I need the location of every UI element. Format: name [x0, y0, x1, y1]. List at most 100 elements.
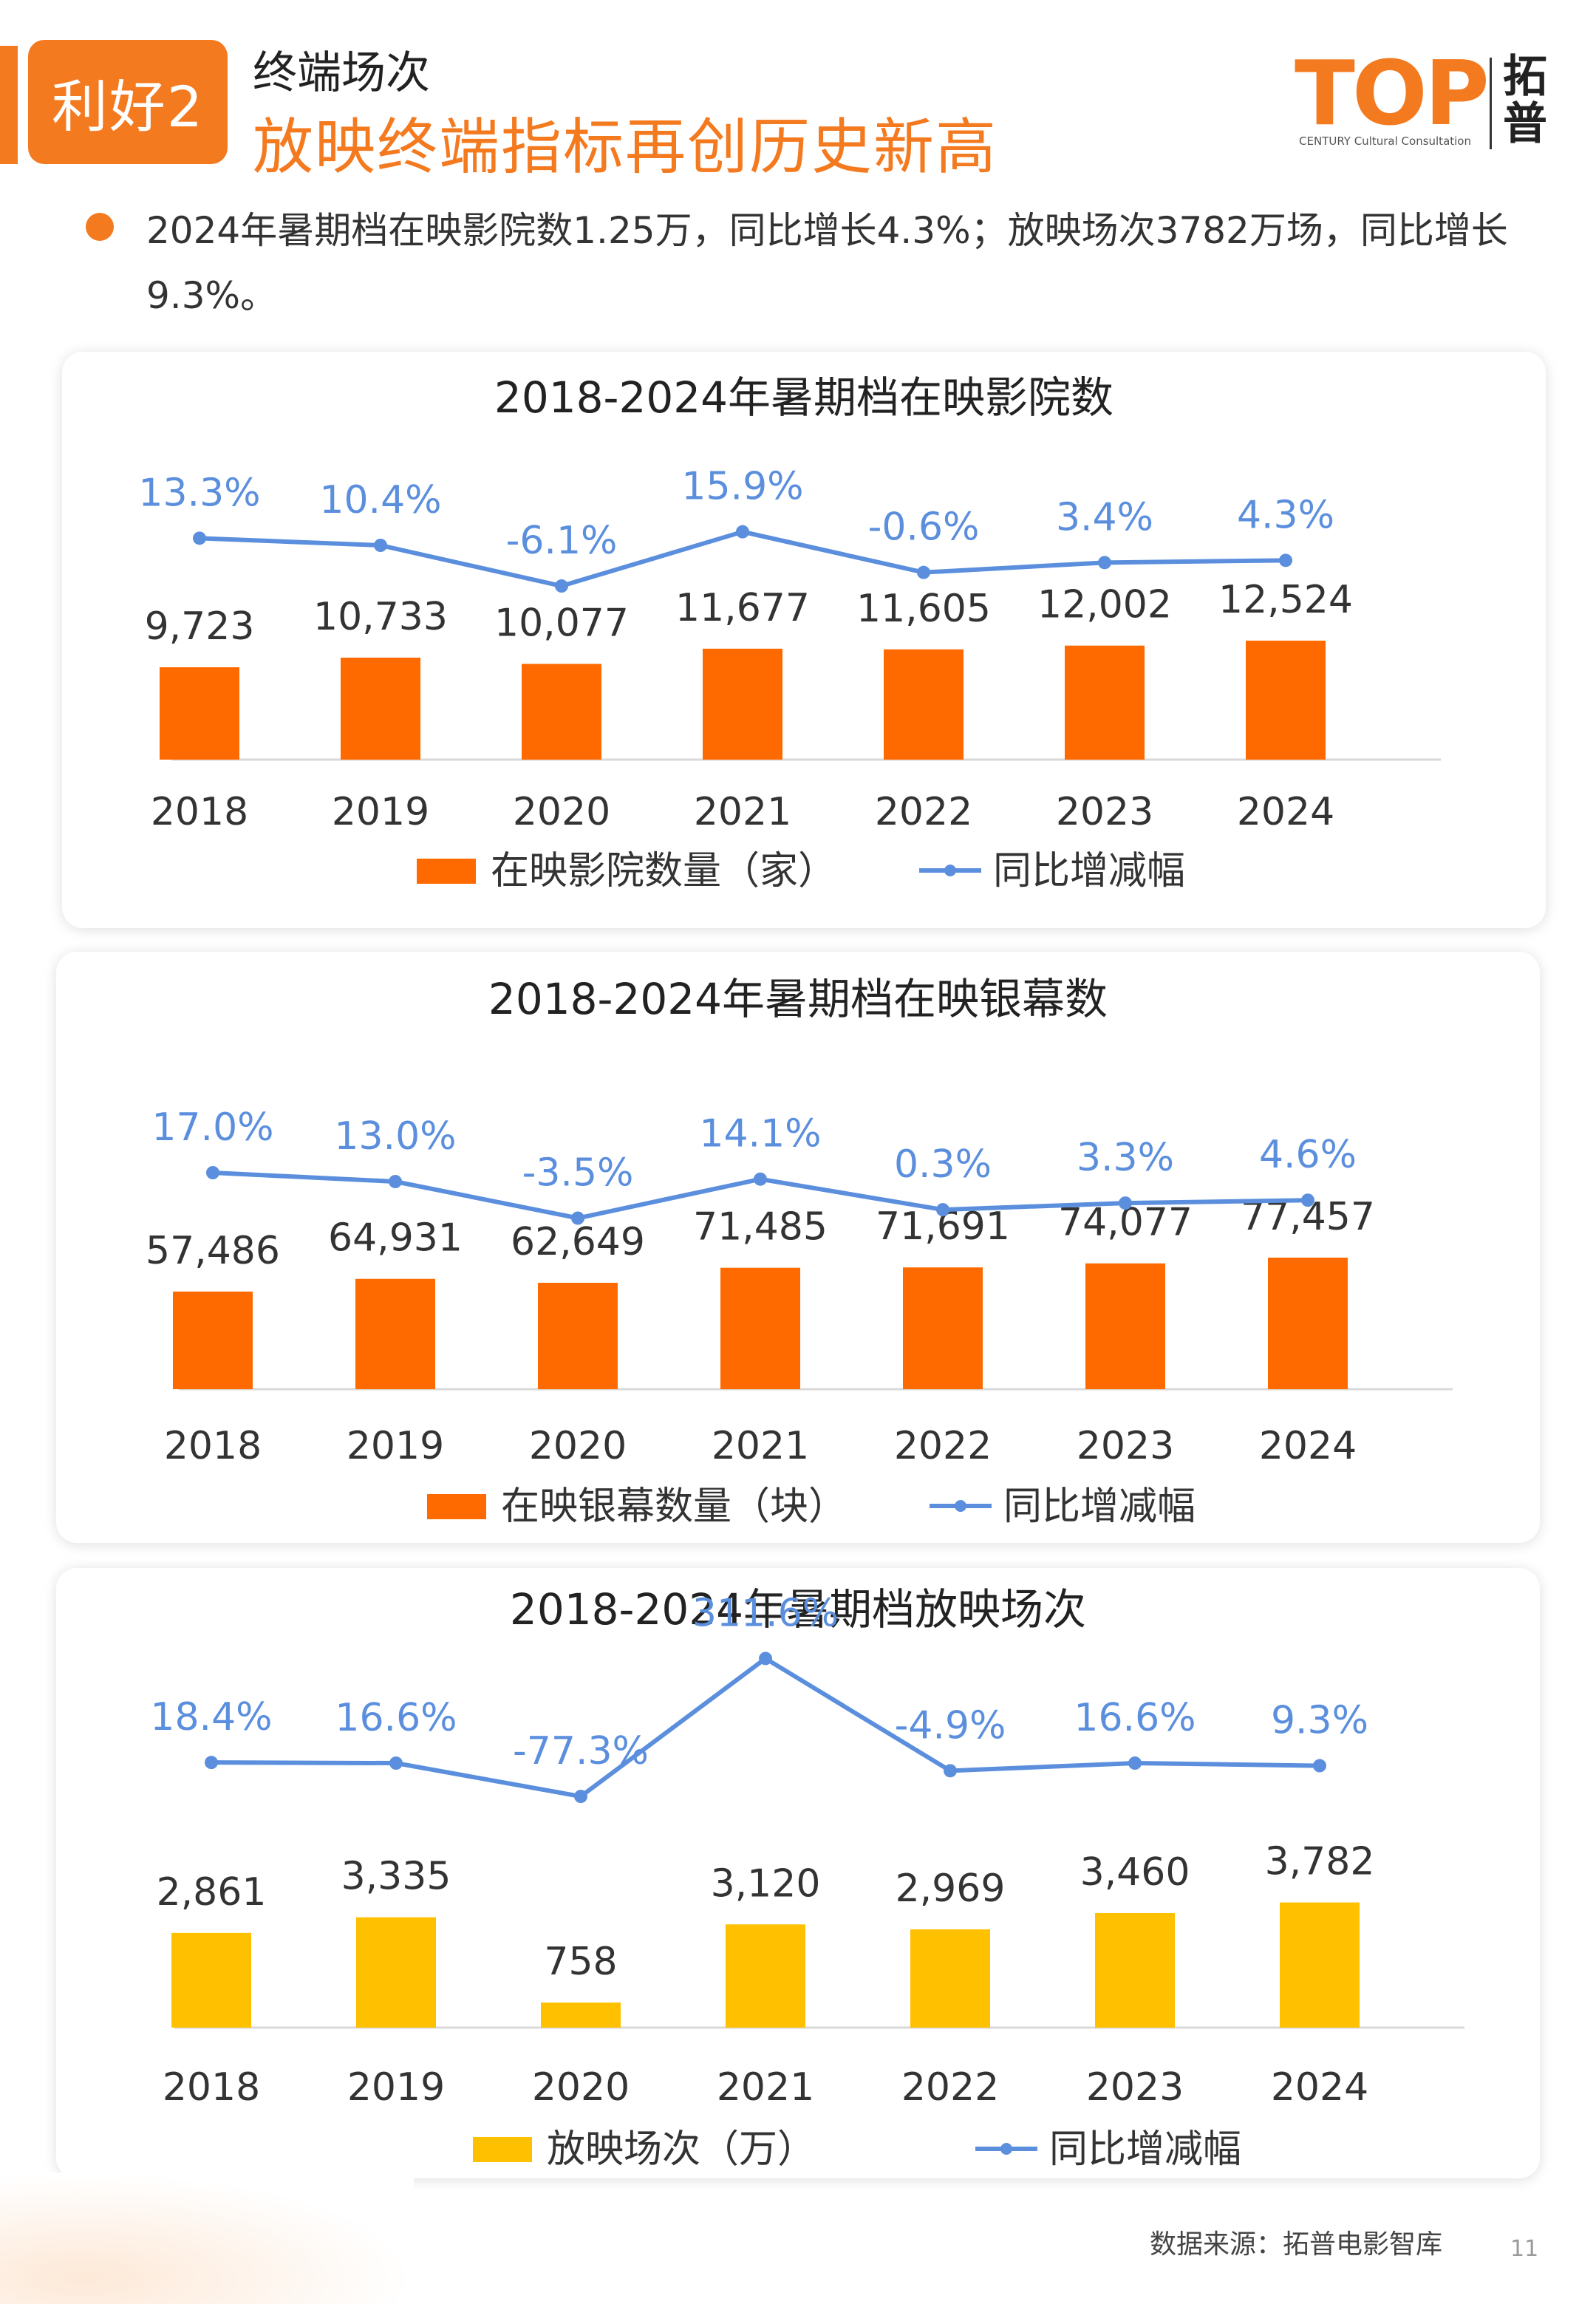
yoy-label: 14.1%	[699, 1112, 821, 1156]
bar-2020	[541, 2003, 621, 2028]
yoy-point-2021	[759, 1652, 772, 1666]
yoy-point-2023	[1098, 556, 1111, 570]
legend-bar-label: 放映场次（万）	[547, 2127, 816, 2172]
yoy-point-2023	[1119, 1196, 1132, 1210]
chart-title: 2018-2024年暑期档在映银幕数	[488, 974, 1108, 1024]
legend-line-marker	[955, 1500, 966, 1512]
yoy-point-2021	[736, 525, 749, 539]
bar-2018	[173, 1291, 253, 1389]
bar-value-label: 10,733	[313, 595, 448, 639]
bar-2022	[903, 1267, 983, 1389]
x-tick-label: 2018	[163, 2065, 260, 2110]
yoy-label: -4.9%	[895, 1703, 1006, 1748]
yoy-point-2020	[574, 1790, 587, 1804]
logo-mark: TOP	[1295, 43, 1490, 146]
bar-value-label: 3,460	[1080, 1850, 1190, 1895]
data-source: 数据来源：拓普电影智库	[1150, 2229, 1443, 2260]
bar-value-label: 12,524	[1218, 578, 1353, 622]
bar-2021	[726, 1924, 805, 2028]
bar-value-label: 3,120	[711, 1861, 821, 1906]
yoy-point-2024	[1301, 1193, 1314, 1207]
yoy-label: 4.3%	[1237, 493, 1334, 537]
bar-value-label: 3,782	[1265, 1840, 1375, 1884]
yoy-label: 13.3%	[138, 471, 260, 515]
yoy-point-2022	[936, 1203, 949, 1217]
yoy-label: 3.3%	[1077, 1136, 1174, 1180]
yoy-label: 16.6%	[1074, 1696, 1196, 1740]
accent-bar	[0, 46, 18, 164]
bar-2019	[356, 1917, 436, 2028]
logo-divider	[1490, 58, 1492, 149]
bar-2023	[1065, 645, 1145, 760]
x-tick-label: 2019	[332, 790, 429, 834]
bar-value-label: 64,931	[328, 1216, 463, 1261]
yoy-point-2018	[206, 1166, 219, 1179]
yoy-point-2019	[389, 1175, 402, 1188]
bar-value-label: 3,335	[341, 1855, 451, 1899]
chart-title: 2018-2024年暑期档在映影院数	[494, 372, 1114, 423]
chart-screens: 2018-2024年暑期档在映银幕数 57,486 2018 64,931 2019 62…	[146, 974, 1453, 1529]
yoy-label: 17.0%	[151, 1105, 273, 1150]
legend-line-label: 同比增减幅	[993, 849, 1185, 893]
bar-2018	[160, 667, 239, 760]
bar-value-label: 9,723	[145, 604, 255, 649]
yoy-label: 13.0%	[334, 1114, 456, 1159]
chart-cinemas: 2018-2024年暑期档在映影院数 9,723 2018 10,733 2019 10,…	[138, 372, 1441, 893]
legend-line-marker	[1000, 2143, 1012, 2155]
legend-bar-swatch	[417, 859, 476, 884]
yoy-label: 10.4%	[319, 478, 441, 522]
yoy-label: 16.6%	[335, 1696, 457, 1740]
yoy-point-2021	[754, 1172, 767, 1186]
bar-value-label: 62,649	[511, 1220, 645, 1264]
bar-2020	[522, 664, 601, 760]
legend-bar-swatch	[427, 1494, 486, 1519]
bar-2023	[1095, 1913, 1175, 2028]
legend-line-label: 同比增减幅	[1003, 1485, 1196, 1529]
legend-bar-swatch	[473, 2137, 532, 2162]
bar-value-label: 11,605	[856, 587, 991, 631]
yoy-label: 0.3%	[894, 1142, 992, 1187]
bar-2019	[355, 1278, 435, 1389]
x-tick-label: 2018	[151, 790, 248, 834]
chart-card-cinemas: 2018-2024年暑期档在映影院数 9,723 2018 10,733 2019 10,…	[62, 352, 1546, 928]
logo-subtext: CENTURY Cultural Consultation	[1299, 134, 1471, 148]
x-tick-label: 2019	[347, 1424, 444, 1468]
bar-value-label: 12,002	[1037, 583, 1172, 627]
chart-title: 2018-2024年暑期档放映场次	[510, 1584, 1086, 1635]
bar-value-label: 11,677	[675, 586, 810, 630]
yoy-label: 3.4%	[1056, 495, 1153, 539]
bar-value-label: 2,969	[896, 1867, 1006, 1911]
x-tick-label: 2020	[532, 2065, 630, 2110]
bullet-icon	[86, 213, 114, 241]
yoy-label: 18.4%	[150, 1695, 272, 1739]
x-tick-label: 2020	[513, 790, 610, 834]
x-tick-label: 2022	[894, 1424, 992, 1468]
yoy-point-2018	[205, 1756, 218, 1770]
bar-2024	[1268, 1257, 1348, 1389]
legend-line-marker	[944, 865, 956, 876]
bar-2019	[341, 658, 420, 760]
x-tick-label: 2021	[717, 2065, 814, 2110]
x-tick-label: 2024	[1271, 2065, 1368, 2110]
section-badge: 利好2	[28, 40, 228, 164]
yoy-point-2022	[917, 565, 930, 579]
x-tick-label: 2023	[1086, 2065, 1184, 2110]
yoy-point-2020	[571, 1211, 584, 1225]
bar-2024	[1280, 1902, 1360, 2028]
chart-screenings: 2018-2024年暑期档放映场次 2,861 2018 3,335 2019 758 20…	[150, 1584, 1464, 2172]
x-tick-label: 2024	[1237, 790, 1334, 834]
x-tick-label: 2024	[1259, 1424, 1357, 1468]
x-tick-label: 2019	[347, 2065, 445, 2110]
yoy-point-2024	[1313, 1759, 1326, 1773]
legend-line-label: 同比增减幅	[1049, 2127, 1241, 2172]
x-tick-label: 2022	[901, 2065, 999, 2110]
yoy-label: -0.6%	[868, 505, 980, 550]
top-logo: TOP CENTURY Cultural Consultation 拓普	[1295, 50, 1561, 154]
x-tick-label: 2020	[529, 1424, 627, 1468]
logo-chinese: 拓普	[1503, 51, 1547, 150]
yoy-label: 9.3%	[1271, 1699, 1368, 1743]
legend-bar-label: 在映影院数量（家）	[491, 849, 836, 893]
page-subtitle: 终端场次	[253, 47, 430, 99]
yoy-point-2020	[555, 579, 568, 593]
x-tick-label: 2023	[1077, 1424, 1174, 1468]
